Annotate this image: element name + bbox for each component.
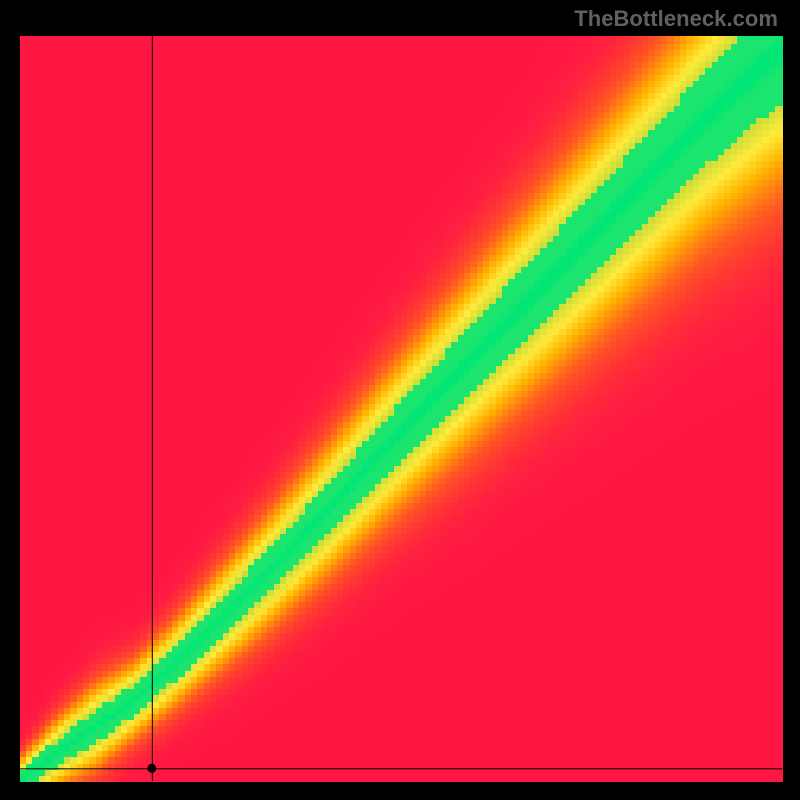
watermark-text: TheBottleneck.com — [574, 6, 778, 32]
chart-container: TheBottleneck.com — [0, 0, 800, 800]
bottleneck-heatmap — [0, 0, 800, 800]
